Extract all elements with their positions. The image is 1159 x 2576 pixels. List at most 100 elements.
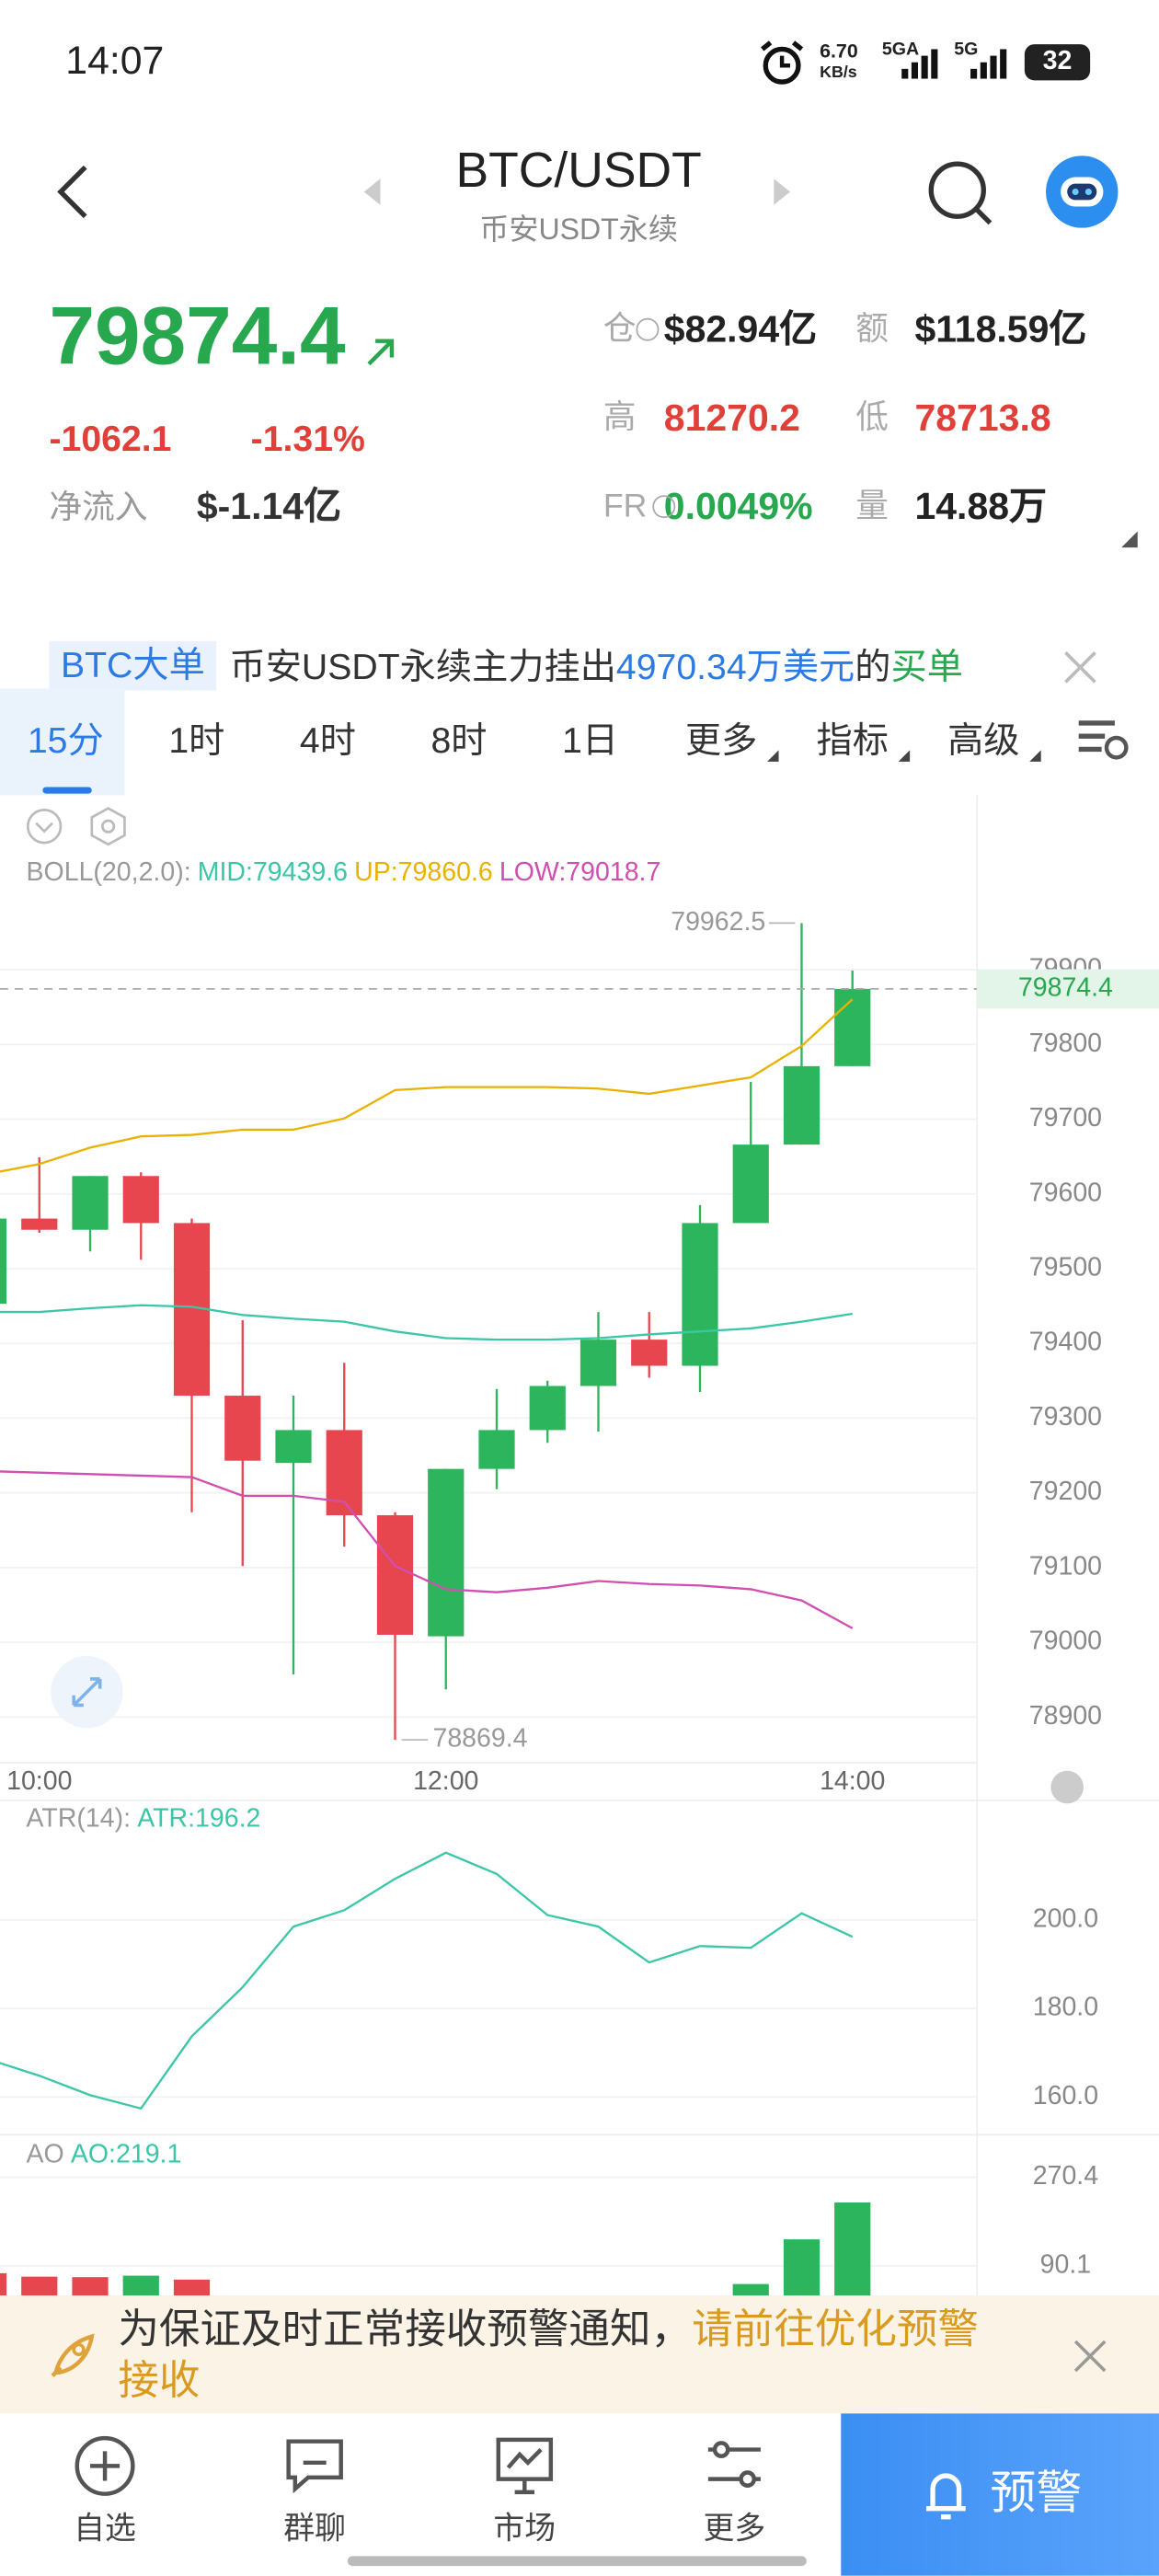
assistant-avatar[interactable]: [1046, 155, 1119, 228]
boll-up-line: [0, 998, 854, 1173]
y-tick-label: 79300: [1029, 1402, 1102, 1432]
stat-label: 低: [855, 399, 889, 437]
x-tick-label: 12:00: [413, 1766, 478, 1796]
battery: [1024, 44, 1091, 81]
y-tick-label: 78900: [1029, 1701, 1102, 1731]
market-subtitle: 币安USDT永续: [479, 213, 678, 247]
battery-level: 32: [1042, 47, 1073, 75]
nav-icon: [75, 2435, 135, 2496]
net-inflow-label: 净流入: [49, 489, 148, 527]
nav-item[interactable]: 市场: [493, 2513, 557, 2547]
info-icon[interactable]: [636, 317, 660, 341]
signal-icon: [970, 49, 1007, 79]
nav-icon: [286, 2439, 343, 2494]
expand-stats[interactable]: [1121, 531, 1138, 548]
x-tick-label: 10:00: [6, 1766, 72, 1796]
network-label: 5G: [954, 40, 979, 61]
price-change-pct: -1.31%: [250, 418, 365, 460]
stat-label: 仓: [602, 311, 637, 348]
net-inflow: $-1.14亿: [196, 484, 342, 527]
ao-bar: [834, 2202, 871, 2310]
active-tab-indicator: [42, 787, 92, 794]
nav-item[interactable]: 群聊: [283, 2513, 347, 2547]
ao-legend: AO AO:219.1: [27, 2142, 189, 2169]
y-tick-label: 180.0: [1033, 1993, 1098, 2022]
collapse-icon[interactable]: [26, 809, 63, 845]
timeframe-tab[interactable]: 8时: [430, 719, 488, 761]
timeframe-tab[interactable]: 高级: [947, 719, 1020, 761]
stat-label: 量: [855, 489, 889, 525]
y-tick-label: 79500: [1029, 1253, 1102, 1282]
candle-body: [682, 1223, 718, 1366]
price-change: -1062.1: [49, 418, 172, 460]
search-button[interactable]: [926, 159, 995, 228]
candle-body: [732, 1144, 769, 1224]
candle-body: [580, 1340, 617, 1386]
nav-item[interactable]: 自选: [74, 2513, 136, 2547]
legend-item: MID:79439.6: [197, 858, 349, 888]
bell-icon: [925, 2473, 966, 2520]
info-icon[interactable]: [652, 495, 676, 519]
alert-button-label[interactable]: 预警: [990, 2467, 1083, 2519]
stat-label: FR: [602, 489, 648, 525]
y-tick-label: 160.0: [1033, 2081, 1098, 2110]
stat-value: 81270.2: [663, 396, 800, 439]
timeframe-tab[interactable]: 更多: [684, 719, 758, 761]
chart-settings[interactable]: [1075, 717, 1131, 765]
tab-dropdown-mark: [767, 750, 779, 762]
candle-body: [72, 1176, 109, 1230]
banner-close[interactable]: [1062, 650, 1098, 685]
alarm-icon: [761, 40, 804, 85]
y-tick-label: 79600: [1029, 1178, 1102, 1207]
legend-item: LOW:79018.7: [499, 858, 661, 888]
scroll-end-icon[interactable]: [1050, 1770, 1084, 1804]
ao-bar: [0, 2272, 7, 2310]
candle-body: [224, 1396, 261, 1461]
network-label: 5GA: [881, 40, 920, 61]
timeframe-tab[interactable]: 15分: [27, 719, 104, 761]
next-symbol[interactable]: [774, 178, 793, 205]
y-tick-label: 79000: [1029, 1627, 1102, 1656]
alert-button[interactable]: [841, 2413, 1159, 2576]
legend-label: BOLL(20,2.0):: [26, 858, 191, 888]
banner-text: 币安USDT永续主力挂出: [229, 646, 616, 687]
nav-icon: [707, 2441, 761, 2489]
candle-body: [21, 1218, 58, 1230]
nav-icon: [496, 2437, 554, 2495]
y-tick-label: 270.4: [1033, 2161, 1098, 2191]
prev-symbol[interactable]: [363, 178, 384, 205]
y-tick-label: 79100: [1029, 1551, 1102, 1581]
current-price-box: [977, 969, 1159, 1009]
price-up-arrow: [367, 339, 395, 366]
stat-value: 0.0049%: [663, 484, 813, 527]
tab-dropdown-mark: [1029, 750, 1041, 762]
net-speed: 6.70: [820, 39, 858, 63]
banner-side: 买单: [890, 646, 963, 687]
y-tick-label: 79800: [1029, 1029, 1102, 1058]
candle-body: [783, 1065, 820, 1145]
notice-close[interactable]: [1073, 2338, 1108, 2374]
candle-body: [529, 1386, 566, 1431]
tab-dropdown-mark: [898, 750, 911, 762]
net-speed-unit: KB/s: [820, 63, 857, 83]
stat-value: 78713.8: [914, 396, 1051, 439]
back-button[interactable]: [49, 164, 98, 220]
collapse-chevron: [35, 822, 53, 834]
notice-link[interactable]: 请前往优化预警接收: [118, 2306, 980, 2404]
spacer: [0, 565, 1159, 632]
legend-item: ATR:196.2: [137, 1805, 261, 1834]
rocket-icon: [51, 2333, 95, 2377]
timeframe-tab[interactable]: 1日: [562, 719, 619, 761]
settings-icon-center: [101, 819, 116, 834]
timeframe-tab[interactable]: 1时: [168, 719, 225, 761]
home-indicator: [347, 2556, 807, 2567]
settings-icon[interactable]: [90, 807, 126, 846]
timeframe-tab[interactable]: 指标: [816, 719, 889, 761]
candle-body: [631, 1340, 668, 1366]
y-tick-label: 90.1: [1040, 2249, 1091, 2279]
timeframe-tab[interactable]: 4时: [299, 719, 356, 761]
notice-message: 为保证及时正常接收预警通知，请前往优化预警接收: [118, 2306, 1016, 2407]
nav-item[interactable]: 更多: [703, 2513, 766, 2547]
status-time: 14:07: [65, 39, 165, 84]
notice-bar: [0, 2295, 1159, 2414]
